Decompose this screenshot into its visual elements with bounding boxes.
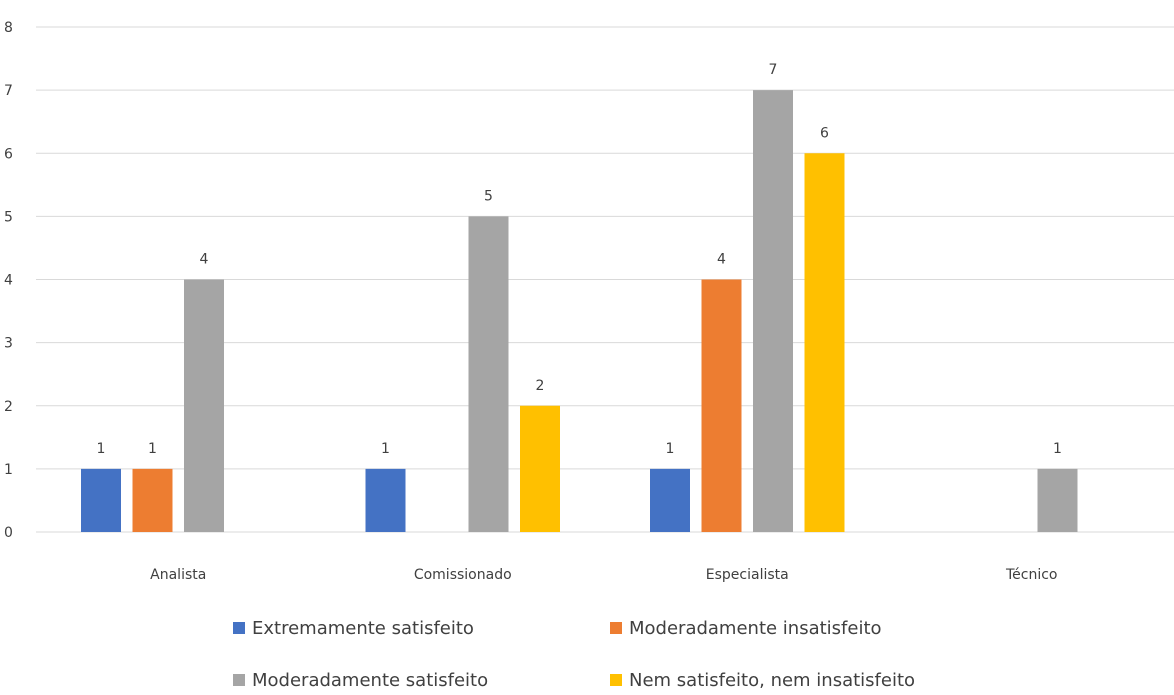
data-label: 1: [97, 441, 106, 457]
legend-label: Nem satisfeito, nem insatisfeito: [629, 670, 915, 691]
x-category-label: Técnico: [1005, 567, 1058, 583]
y-tick-label: 7: [4, 83, 13, 99]
legend-label: Extremamente satisfeito: [252, 618, 474, 639]
legend: Extremamente satisfeito Moderadamente ins…: [233, 618, 915, 691]
data-label: 4: [200, 252, 209, 268]
data-label: 7: [769, 62, 778, 78]
y-tick-label: 6: [4, 146, 13, 162]
data-label: 1: [381, 441, 390, 457]
data-label: 6: [820, 125, 829, 141]
legend-swatch: [233, 622, 245, 634]
x-category-label: Analista: [150, 567, 206, 583]
data-label: 2: [536, 378, 545, 394]
bar: [520, 405, 560, 532]
bar: [804, 153, 845, 532]
y-tick-label: 8: [4, 20, 13, 36]
bar: [753, 90, 793, 532]
bar: [81, 468, 121, 532]
legend-swatch: [610, 622, 622, 634]
legend-item: Extremamente satisfeito: [233, 618, 474, 639]
data-label: 4: [717, 252, 726, 268]
data-labels-layer: 1 1 4 1 5 2 1 4 7 6 1: [97, 62, 1062, 457]
x-axis-categories: Analista Comissionado Especialista Técnico: [150, 567, 1057, 583]
legend-swatch: [610, 674, 622, 686]
y-tick-label: 5: [4, 209, 13, 225]
legend-label: Moderadamente insatisfeito: [629, 618, 882, 639]
bar: [132, 468, 173, 532]
x-category-label: Especialista: [706, 567, 789, 583]
bar: [650, 468, 690, 532]
data-label: 5: [484, 188, 493, 204]
legend-item: Moderadamente satisfeito: [233, 670, 488, 691]
grid-layer: [36, 26, 1174, 533]
y-tick-label: 0: [4, 525, 13, 541]
legend-item: Nem satisfeito, nem insatisfeito: [610, 670, 915, 691]
bar: [701, 279, 742, 532]
bars-layer: [81, 90, 1078, 532]
legend-label: Moderadamente satisfeito: [252, 670, 488, 691]
y-tick-label: 1: [4, 462, 13, 478]
y-axis-ticks: 0 1 2 3 4 5 6 7 8: [4, 20, 13, 541]
y-tick-label: 4: [4, 273, 13, 289]
y-tick-label: 3: [4, 336, 13, 352]
data-label: 1: [148, 441, 157, 457]
bar: [468, 216, 509, 532]
y-tick-label: 2: [4, 399, 13, 415]
bar: [184, 279, 224, 532]
x-category-label: Comissionado: [414, 567, 512, 583]
bar: [1037, 468, 1078, 532]
bar: [365, 468, 406, 532]
data-label: 1: [1053, 441, 1062, 457]
data-label: 1: [666, 441, 675, 457]
legend-item: Moderadamente insatisfeito: [610, 618, 882, 639]
legend-swatch: [233, 674, 245, 686]
